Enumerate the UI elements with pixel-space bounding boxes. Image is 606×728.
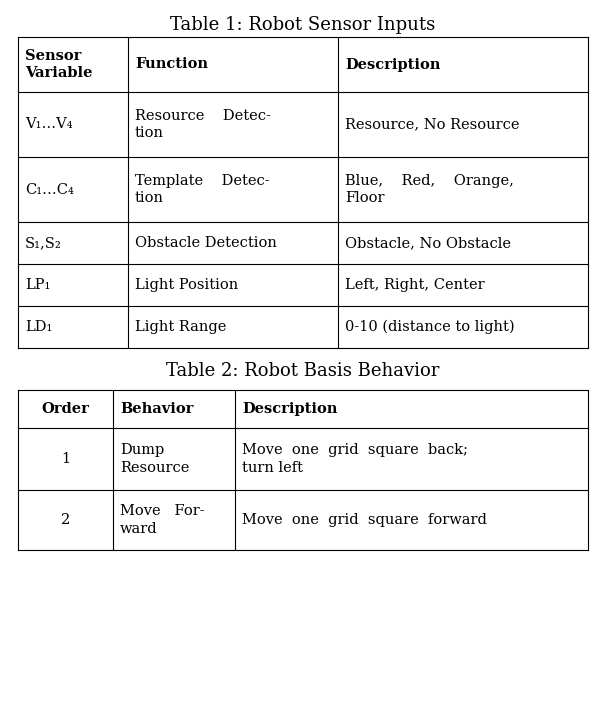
Text: Blue,    Red,    Orange,
Floor: Blue, Red, Orange, Floor bbox=[345, 174, 514, 205]
Text: Description: Description bbox=[345, 58, 441, 71]
Text: Obstacle, No Obstacle: Obstacle, No Obstacle bbox=[345, 236, 511, 250]
Text: Move  one  grid  square  back;
turn left: Move one grid square back; turn left bbox=[242, 443, 468, 475]
Text: S₁,S₂: S₁,S₂ bbox=[25, 236, 62, 250]
Text: LD₁: LD₁ bbox=[25, 320, 52, 334]
Text: Move  one  grid  square  forward: Move one grid square forward bbox=[242, 513, 487, 527]
Text: Function: Function bbox=[135, 58, 208, 71]
Text: LP₁: LP₁ bbox=[25, 278, 50, 292]
Text: Resource    Detec-
tion: Resource Detec- tion bbox=[135, 109, 271, 141]
Text: Light Position: Light Position bbox=[135, 278, 238, 292]
Text: Left, Right, Center: Left, Right, Center bbox=[345, 278, 485, 292]
Text: 2: 2 bbox=[61, 513, 70, 527]
Text: C₁…C₄: C₁…C₄ bbox=[25, 183, 74, 197]
Text: Sensor
Variable: Sensor Variable bbox=[25, 49, 93, 80]
Text: Table 1: Robot Sensor Inputs: Table 1: Robot Sensor Inputs bbox=[170, 16, 436, 34]
Text: Table 2: Robot Basis Behavior: Table 2: Robot Basis Behavior bbox=[166, 362, 440, 380]
Text: 0-10 (distance to light): 0-10 (distance to light) bbox=[345, 320, 514, 334]
Text: Behavior: Behavior bbox=[120, 402, 193, 416]
Text: Description: Description bbox=[242, 402, 338, 416]
Text: V₁…V₄: V₁…V₄ bbox=[25, 117, 73, 132]
Text: Light Range: Light Range bbox=[135, 320, 227, 334]
Text: Template    Detec-
tion: Template Detec- tion bbox=[135, 174, 270, 205]
Text: Obstacle Detection: Obstacle Detection bbox=[135, 236, 277, 250]
Text: 1: 1 bbox=[61, 452, 70, 466]
Text: Resource, No Resource: Resource, No Resource bbox=[345, 117, 519, 132]
Text: Order: Order bbox=[42, 402, 90, 416]
Text: Move   For-
ward: Move For- ward bbox=[120, 505, 205, 536]
Text: Dump
Resource: Dump Resource bbox=[120, 443, 189, 475]
